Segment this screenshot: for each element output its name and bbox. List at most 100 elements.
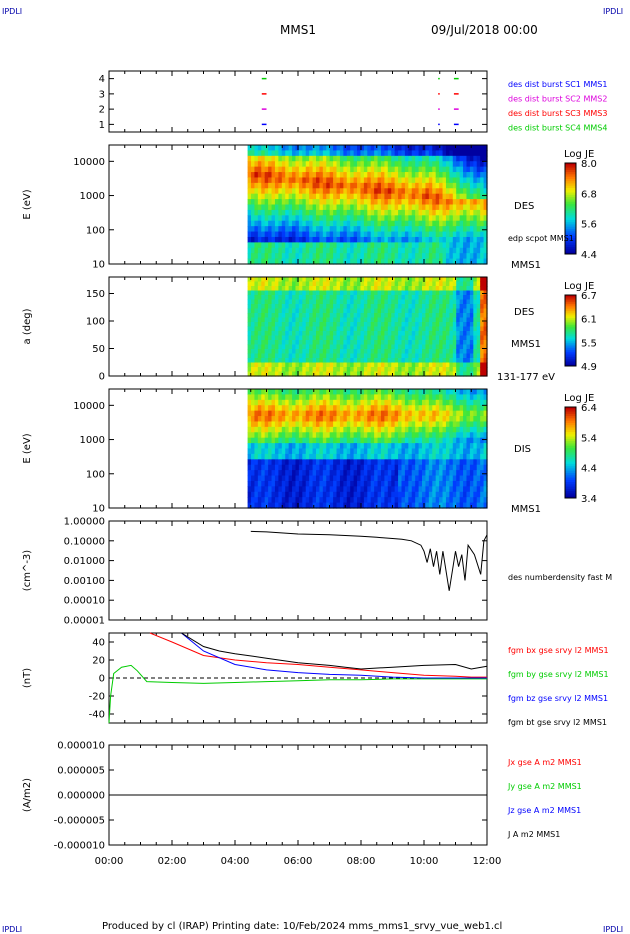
spectrogram-cell (357, 497, 362, 504)
spectrogram-cell (387, 371, 392, 377)
spectrogram-cell (374, 480, 379, 487)
spectrogram-cell (333, 453, 338, 460)
spectrogram-cell (459, 371, 464, 377)
spectrogram-cell (483, 145, 488, 152)
spectrogram-cell (380, 353, 385, 359)
spectrogram-cell (305, 502, 310, 509)
spectrogram-cell (302, 340, 307, 346)
spectrogram-cell (329, 405, 334, 412)
spectrogram-cell (415, 349, 420, 355)
spectrogram-cell (422, 204, 427, 211)
colorbar-swatch (565, 251, 576, 255)
spectrogram-cell (418, 491, 423, 498)
spectrogram-cell (445, 281, 450, 287)
spectrogram-cell (459, 299, 464, 305)
spectrogram-cell (452, 432, 457, 439)
spectrogram-cell (292, 437, 297, 444)
spectrogram-cell (452, 358, 457, 364)
spectrogram-cell (456, 215, 461, 222)
spectrogram-cell (428, 193, 433, 200)
spectrogram-cell (483, 299, 488, 305)
spectrogram-cell (271, 209, 276, 216)
y-tick-label: 10 (92, 260, 105, 271)
spectrogram-cell (333, 286, 338, 292)
spectrogram-cell (319, 470, 324, 477)
spectrogram-cell (380, 220, 385, 227)
spectrogram-cell (278, 253, 283, 260)
spectrogram-cell (463, 290, 468, 296)
spectrogram-cell (292, 448, 297, 455)
spectrogram-cell (473, 358, 478, 364)
spectrogram-cell (302, 188, 307, 195)
spectrogram-cell (415, 166, 420, 173)
spectrogram-cell (274, 308, 279, 314)
spectrogram-cell (274, 331, 279, 337)
spectrogram-cell (329, 313, 334, 319)
spectrogram-cell (319, 371, 324, 377)
spectrogram-cell (268, 236, 273, 243)
spectrogram-cell (394, 188, 399, 195)
spectrogram-cell (480, 416, 485, 423)
spectrogram-cell (339, 331, 344, 337)
spectrogram-cell (428, 358, 433, 364)
spectrogram-cell (326, 405, 331, 412)
spectrogram-cell (449, 299, 454, 305)
spectrogram-cell (422, 286, 427, 292)
spectrogram-cell (466, 177, 471, 184)
spectrogram-cell (370, 290, 375, 296)
spectrogram-cell (463, 416, 468, 423)
spectrogram-cell (254, 349, 259, 355)
spectrogram-cell (251, 209, 256, 216)
colorbar-swatch (565, 300, 576, 303)
spectrogram-cell (268, 145, 273, 152)
spectrogram-cell (305, 358, 310, 364)
spectrogram-cell (439, 470, 444, 477)
spectrogram-cell (418, 399, 423, 406)
spectrogram-cell (398, 295, 403, 301)
spectrogram-cell (377, 358, 382, 364)
spectrogram-cell (445, 371, 450, 377)
spectrogram-cell (350, 322, 355, 328)
spectrogram-cell (370, 497, 375, 504)
spectrogram-cell (367, 502, 372, 509)
spectrogram-cell (295, 317, 300, 323)
spectrogram-cell (281, 155, 286, 162)
spectrogram-cell (377, 322, 382, 328)
spectrogram-cell (435, 188, 440, 195)
spectrogram-cell (425, 286, 430, 292)
spectrogram-cell (480, 405, 485, 412)
spectrogram-cell (281, 322, 286, 328)
spectrogram-cell (357, 448, 362, 455)
spectrogram-cell (333, 242, 338, 249)
spectrogram-cell (394, 475, 399, 482)
colorbar-swatch (565, 316, 576, 319)
spectrogram-cell (425, 193, 430, 200)
spectrogram-cell (316, 304, 321, 310)
spectrogram-cell (449, 281, 454, 287)
colorbar-swatch (565, 181, 576, 184)
spectrogram-cell (247, 317, 252, 323)
spectrogram-cell (415, 322, 420, 328)
spectrogram-cell (483, 331, 488, 337)
spectrogram-cell (411, 177, 416, 184)
spectrogram-cell (387, 344, 392, 350)
spectrogram-cell (374, 150, 379, 157)
spectrogram-cell (408, 480, 413, 487)
spectrogram-cell (346, 349, 351, 355)
spectrogram-cell (339, 399, 344, 406)
spectrogram-cell (466, 394, 471, 401)
spectrogram-cell (442, 281, 447, 287)
spectrogram-cell (288, 358, 293, 364)
spectrogram-cell (312, 475, 317, 482)
spectrogram-cell (271, 453, 276, 460)
spectrogram-cell (360, 253, 365, 260)
spectrogram-cell (333, 220, 338, 227)
spectrogram-cell (247, 497, 252, 504)
spectrogram-cell (336, 295, 341, 301)
spectrogram-cell (292, 470, 297, 477)
spectrogram-cell (439, 448, 444, 455)
spectrogram-cell (463, 220, 468, 227)
spectrogram-cell (469, 317, 474, 323)
spectrogram-cell (391, 426, 396, 433)
spectrogram-cell (302, 502, 307, 509)
